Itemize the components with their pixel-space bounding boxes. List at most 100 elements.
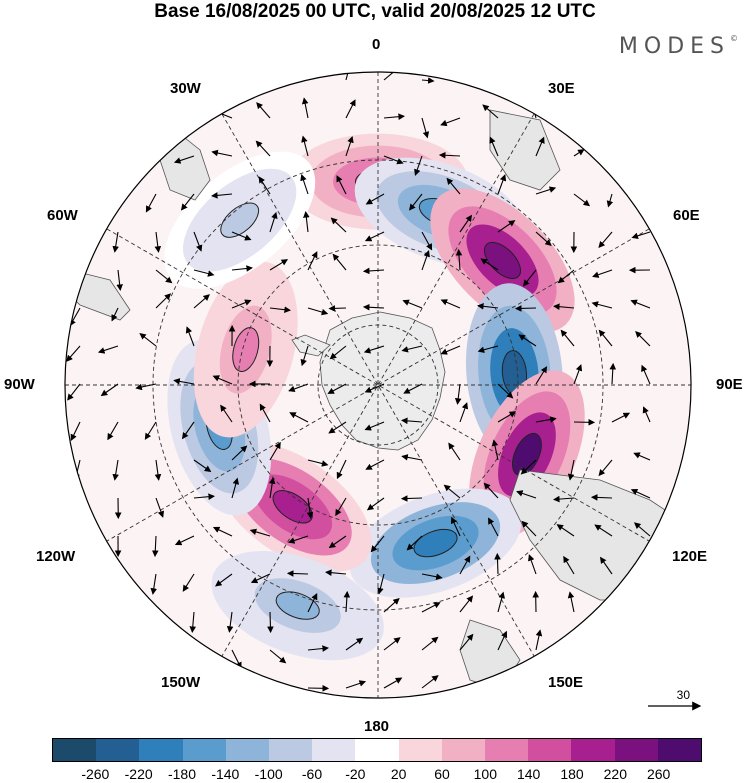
wind-vector xyxy=(459,402,469,423)
wind-vector xyxy=(599,556,613,575)
wind-vector xyxy=(343,590,351,613)
wind-vector xyxy=(401,417,423,425)
colorbar xyxy=(52,738,702,762)
wind-vector xyxy=(345,72,352,81)
wind-vector xyxy=(212,526,233,537)
anomaly-contour xyxy=(413,528,458,558)
wind-vector xyxy=(150,573,158,595)
wind-vector xyxy=(255,140,271,157)
anomaly-contour xyxy=(511,432,542,476)
wind-vector xyxy=(249,528,271,537)
wind-vector xyxy=(67,383,81,401)
wind-vector xyxy=(459,595,474,613)
wind-vector xyxy=(383,72,401,81)
wind-vector xyxy=(477,345,499,353)
wind-vector xyxy=(383,113,405,120)
wind-vector xyxy=(631,231,651,239)
wind-vector xyxy=(327,383,347,394)
wind-vector xyxy=(553,303,575,310)
wind-vector xyxy=(364,383,385,393)
wind-vector xyxy=(403,383,423,394)
wind-vector xyxy=(325,569,347,576)
wind-vector xyxy=(215,573,233,587)
wind-vector xyxy=(193,493,215,500)
wind-vector xyxy=(494,552,501,575)
wind-vector xyxy=(100,383,119,397)
wind-vector xyxy=(332,253,347,271)
lon-label-0: 0 xyxy=(372,36,381,53)
colorbar-swatch xyxy=(96,739,140,761)
wind-vector xyxy=(97,345,119,354)
wind-vector xyxy=(642,406,651,423)
wind-vector xyxy=(383,637,401,651)
wind-vector xyxy=(155,497,165,518)
wind-vector xyxy=(303,211,310,233)
lon-label-180: 180 xyxy=(364,718,390,735)
wind-vector xyxy=(328,305,347,312)
map-disc xyxy=(65,72,691,698)
wind-vector xyxy=(591,301,613,309)
colorbar-tick-label: -180 xyxy=(167,766,197,782)
colorbar-tick-label: 20 xyxy=(390,766,407,782)
wind-vector xyxy=(440,117,461,127)
anomaly-contour xyxy=(272,490,313,524)
wind-vector xyxy=(212,375,233,385)
wind-vector xyxy=(301,135,309,157)
wind-vector xyxy=(440,299,461,309)
wind-vector xyxy=(307,307,329,316)
wind-vector xyxy=(336,459,347,480)
wind-vector xyxy=(174,535,195,546)
wind-vector xyxy=(567,591,575,613)
wind-vector xyxy=(193,294,210,309)
wind-vector xyxy=(482,104,499,119)
wind-vector xyxy=(440,345,461,355)
wind-vector xyxy=(443,484,461,499)
wind-vector xyxy=(366,497,385,511)
wind-vector xyxy=(573,364,583,385)
wind-vector xyxy=(497,591,505,613)
wind-vector xyxy=(363,345,385,354)
reference-vector-label: 30 xyxy=(676,688,690,702)
wind-vector xyxy=(383,155,404,165)
colorbar-tick-label: 100 xyxy=(473,766,498,782)
colorbar-swatch xyxy=(182,739,226,761)
wind-vector xyxy=(528,554,537,575)
wind-vector xyxy=(345,637,364,651)
wind-vector xyxy=(193,231,203,252)
wind-vector xyxy=(567,459,575,481)
wind-vector xyxy=(330,217,347,233)
wind-vector xyxy=(483,482,499,499)
wind-vector xyxy=(488,517,499,537)
wind-vector xyxy=(497,630,508,651)
wind-vector xyxy=(491,439,499,461)
wind-vector xyxy=(173,155,195,164)
wind-vector xyxy=(145,193,157,213)
wind-vector xyxy=(594,524,613,537)
wind-vector xyxy=(450,516,461,537)
wind-vector xyxy=(181,421,195,440)
wind-vector xyxy=(307,593,318,613)
wind-vector xyxy=(633,522,651,537)
wind-vector xyxy=(362,267,385,275)
wind-vector xyxy=(269,649,287,664)
colorbar-swatch xyxy=(355,739,399,761)
colorbar-swatch xyxy=(269,739,313,761)
colorbar-tick-label: -220 xyxy=(124,766,153,782)
wind-vector xyxy=(590,494,613,501)
wind-vector xyxy=(189,611,197,633)
wind-vector xyxy=(70,421,81,441)
wind-vector xyxy=(336,175,347,195)
wind-vector xyxy=(448,442,461,461)
colorbar-tick-label: -60 xyxy=(301,766,323,782)
wind-vector xyxy=(402,299,423,309)
colorbar-swatch xyxy=(614,739,658,761)
wind-vector xyxy=(306,497,314,519)
wind-vector xyxy=(520,459,537,475)
wind-vector xyxy=(226,611,234,633)
wind-vector xyxy=(421,231,433,251)
wind-vector xyxy=(365,193,385,205)
colorbar-swatch xyxy=(485,739,529,761)
wind-vector xyxy=(401,345,423,353)
colorbar-tick-label: -140 xyxy=(211,766,240,782)
wind-vector xyxy=(268,477,276,499)
